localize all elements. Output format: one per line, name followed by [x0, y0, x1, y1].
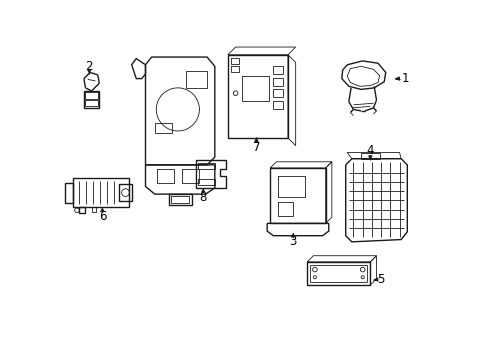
- Text: 8: 8: [199, 191, 206, 204]
- Text: 1: 1: [401, 72, 408, 85]
- Text: 2: 2: [85, 60, 93, 73]
- Text: 6: 6: [99, 210, 106, 223]
- Text: 5: 5: [377, 273, 384, 286]
- Text: 3: 3: [289, 235, 296, 248]
- Text: 7: 7: [252, 141, 260, 154]
- Text: 4: 4: [366, 144, 373, 157]
